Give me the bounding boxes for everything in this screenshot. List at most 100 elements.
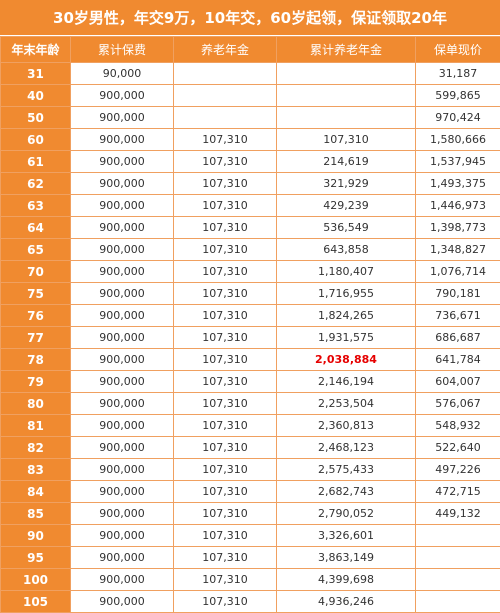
- cash-value-cell: 1,493,375: [416, 173, 500, 195]
- cash-value-cell: 1,076,714: [416, 261, 500, 283]
- cash-value-cell: 449,132: [416, 503, 500, 525]
- age-cell: 82: [1, 437, 71, 459]
- cumulative-premium-cell: 900,000: [71, 481, 174, 503]
- cash-value-cell: 548,932: [416, 415, 500, 437]
- age-cell: 84: [1, 481, 71, 503]
- header-cumulative-premium: 累计保费: [71, 37, 174, 63]
- annuity-cell: [174, 63, 277, 85]
- cumulative-premium-cell: 900,000: [71, 239, 174, 261]
- cumulative-premium-cell: 900,000: [71, 459, 174, 481]
- cash-value-cell: [416, 525, 500, 547]
- age-cell: 78: [1, 349, 71, 371]
- cash-value-cell: 1,348,827: [416, 239, 500, 261]
- cash-value-cell: [416, 591, 500, 613]
- age-cell: 79: [1, 371, 71, 393]
- cumulative-premium-cell: 900,000: [71, 85, 174, 107]
- cumulative-annuity-cell: [277, 63, 416, 85]
- cash-value-cell: 1,398,773: [416, 217, 500, 239]
- annuity-cell: 107,310: [174, 393, 277, 415]
- cumulative-annuity-cell: 2,682,743: [277, 481, 416, 503]
- annuity-cell: [174, 85, 277, 107]
- cumulative-premium-cell: 900,000: [71, 503, 174, 525]
- age-cell: 64: [1, 217, 71, 239]
- annuity-cell: 107,310: [174, 129, 277, 151]
- cash-value-cell: 970,424: [416, 107, 500, 129]
- cumulative-annuity-cell: 1,716,955: [277, 283, 416, 305]
- cumulative-premium-cell: 900,000: [71, 129, 174, 151]
- cumulative-premium-cell: 900,000: [71, 415, 174, 437]
- cumulative-premium-cell: 900,000: [71, 371, 174, 393]
- cumulative-premium-cell: 900,000: [71, 261, 174, 283]
- cash-value-cell: 1,537,945: [416, 151, 500, 173]
- cumulative-annuity-cell: 643,858: [277, 239, 416, 261]
- age-cell: 105: [1, 591, 71, 613]
- annuity-cell: 107,310: [174, 151, 277, 173]
- cumulative-annuity-cell: 2,468,123: [277, 437, 416, 459]
- annuity-cell: 107,310: [174, 305, 277, 327]
- cumulative-premium-cell: 900,000: [71, 305, 174, 327]
- cash-value-cell: 641,784: [416, 349, 500, 371]
- annuity-cell: 107,310: [174, 217, 277, 239]
- header-age: 年末年龄: [1, 37, 71, 63]
- annuity-cell: 107,310: [174, 415, 277, 437]
- age-cell: 40: [1, 85, 71, 107]
- cumulative-annuity-cell: 3,326,601: [277, 525, 416, 547]
- cumulative-premium-cell: 900,000: [71, 283, 174, 305]
- cumulative-annuity-cell: 429,239: [277, 195, 416, 217]
- cumulative-premium-cell: 900,000: [71, 327, 174, 349]
- age-cell: 95: [1, 547, 71, 569]
- cumulative-annuity-cell: 2,360,813: [277, 415, 416, 437]
- cumulative-premium-cell: 900,000: [71, 217, 174, 239]
- cumulative-annuity-cell: 2,146,194: [277, 371, 416, 393]
- cumulative-annuity-cell: [277, 85, 416, 107]
- annuity-cell: 107,310: [174, 591, 277, 613]
- annuity-cell: 107,310: [174, 437, 277, 459]
- annuity-cell: 107,310: [174, 459, 277, 481]
- cumulative-premium-cell: 900,000: [71, 547, 174, 569]
- age-cell: 62: [1, 173, 71, 195]
- age-cell: 60: [1, 129, 71, 151]
- header-row: 年末年龄 累计保费 养老年金 累计养老年金 保单现价: [1, 37, 500, 63]
- pension-table-image: 30岁男性，年交9万，10年交，60岁起领，保证领取20年 年末年龄 累计保费 …: [0, 0, 500, 572]
- cumulative-annuity-cell: 2,253,504: [277, 393, 416, 415]
- annuity-cell: 107,310: [174, 349, 277, 371]
- cumulative-annuity-cell: [277, 107, 416, 129]
- header-cash-value: 保单现价: [416, 37, 500, 63]
- cash-value-cell: 497,226: [416, 459, 500, 481]
- cash-value-cell: 790,181: [416, 283, 500, 305]
- cumulative-annuity-cell: 1,824,265: [277, 305, 416, 327]
- cash-value-cell: 1,446,973: [416, 195, 500, 217]
- cumulative-premium-cell: 900,000: [71, 525, 174, 547]
- cumulative-premium-cell: 900,000: [71, 195, 174, 217]
- cash-value-cell: 1,580,666: [416, 129, 500, 151]
- cash-value-cell: 736,671: [416, 305, 500, 327]
- header-cumulative-annuity: 累计养老年金: [277, 37, 416, 63]
- age-cell: 77: [1, 327, 71, 349]
- cumulative-premium-cell: 900,000: [71, 591, 174, 613]
- cumulative-premium-cell: 900,000: [71, 151, 174, 173]
- table-title: 30岁男性，年交9万，10年交，60岁起领，保证领取20年: [0, 0, 500, 36]
- annuity-cell: 107,310: [174, 503, 277, 525]
- cash-value-cell: 472,715: [416, 481, 500, 503]
- age-cell: 31: [1, 63, 71, 85]
- cash-value-cell: 686,687: [416, 327, 500, 349]
